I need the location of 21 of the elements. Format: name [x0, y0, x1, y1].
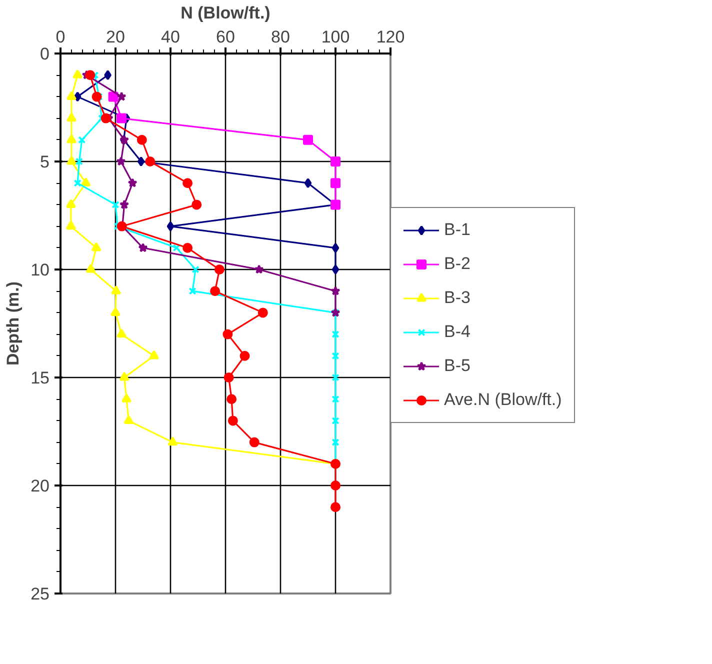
y-tick-label: 25 [30, 584, 50, 604]
legend-label: B-4 [444, 322, 470, 342]
y-tick-label: 0 [40, 44, 50, 64]
x-tick-label: 100 [321, 28, 350, 46]
x-tick-label: 60 [216, 28, 235, 46]
legend-label: B-1 [444, 220, 470, 240]
x-tick-label: 40 [161, 28, 180, 46]
y-tick-label: 15 [30, 368, 50, 388]
y-tick-label: 10 [30, 260, 50, 280]
x-tick-label: 80 [271, 28, 290, 46]
legend-label: B-2 [444, 254, 470, 274]
x-tick-label: 0 [56, 28, 66, 46]
legend-label: B-5 [444, 356, 470, 376]
legend-label: B-3 [444, 288, 470, 308]
x-tick-label: 20 [106, 28, 125, 46]
x-tick-label: 120 [376, 28, 405, 46]
x-axis-title: N (Blow/ft.) [180, 4, 270, 22]
y-tick-label: 5 [40, 152, 50, 172]
y-tick-label: 20 [30, 476, 50, 496]
legend-label: Ave.N (Blow/ft.) [444, 390, 562, 410]
y-axis-title: Depth (m.) [4, 281, 23, 366]
